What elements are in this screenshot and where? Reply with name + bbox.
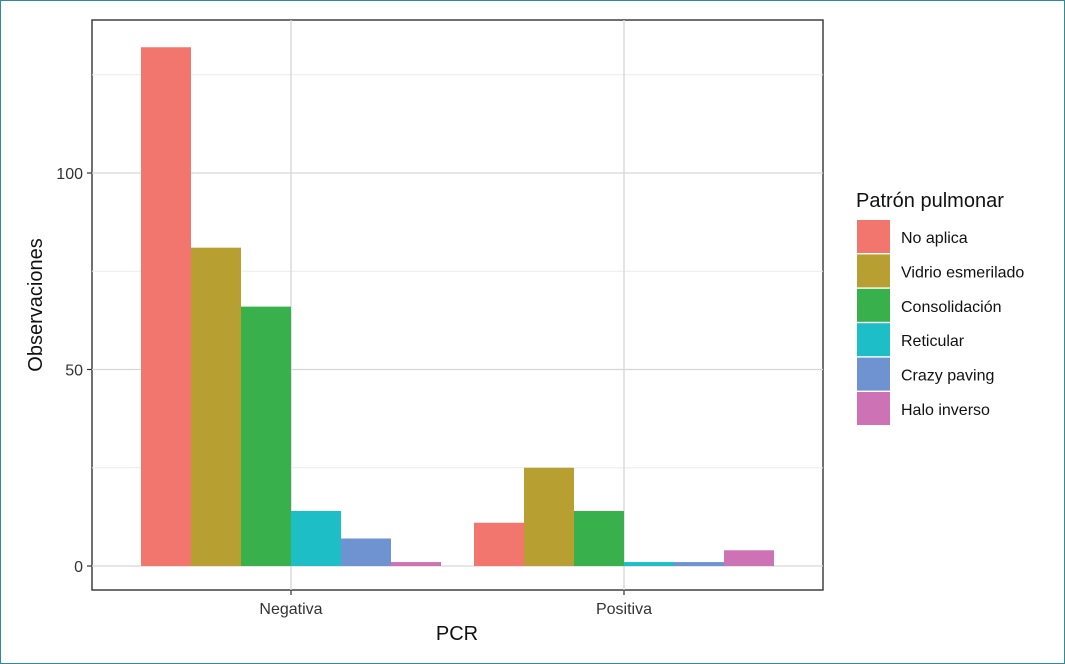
y-tick-label: 100 bbox=[56, 166, 83, 183]
y-axis-title: Observaciones bbox=[25, 238, 47, 371]
x-tick-label: Negativa bbox=[259, 601, 322, 618]
legend-swatch bbox=[857, 254, 890, 288]
bar-negativa-reticular bbox=[291, 510, 341, 566]
x-axis-ticks: Negativa Positiva bbox=[259, 590, 652, 618]
x-axis-title: PCR bbox=[436, 623, 478, 645]
legend: Patrón pulmonar No aplica Vidrio esmerila… bbox=[856, 190, 1024, 425]
legend-swatch bbox=[857, 392, 890, 425]
bar-negativa-vidrio-esmerilado bbox=[191, 247, 241, 567]
legend-swatch bbox=[857, 220, 890, 253]
bar-negativa-crazy-paving bbox=[341, 538, 391, 566]
bar-positiva-halo-inverso bbox=[724, 550, 774, 566]
bar-positiva-crazy-paving bbox=[674, 562, 724, 566]
bar-negativa-halo-inverso bbox=[391, 562, 441, 566]
bar-positiva-vidrio-esmerilado bbox=[524, 467, 574, 566]
legend-label: Halo inverso bbox=[901, 402, 990, 419]
y-tick-label: 0 bbox=[74, 559, 83, 576]
bars bbox=[141, 47, 774, 567]
legend-label: No aplica bbox=[901, 230, 968, 247]
y-tick-label: 50 bbox=[65, 363, 83, 380]
legend-label: Reticular bbox=[901, 333, 965, 350]
legend-swatch bbox=[857, 323, 890, 357]
legend-swatch bbox=[857, 288, 890, 322]
legend-items: No aplica Vidrio esmerilado Consolidación R… bbox=[857, 220, 1024, 425]
bar-positiva-consolidaci-n bbox=[574, 510, 624, 566]
x-tick-label: Positiva bbox=[596, 601, 652, 618]
legend-label: Crazy paving bbox=[901, 368, 994, 385]
bar-negativa-no-aplica bbox=[141, 47, 191, 567]
bar-negativa-consolidaci-n bbox=[241, 306, 291, 566]
legend-swatch bbox=[857, 357, 890, 391]
y-axis-ticks: 0 50 100 bbox=[56, 166, 92, 576]
bar-positiva-reticular bbox=[624, 562, 674, 566]
legend-label: Consolidación bbox=[901, 299, 1002, 316]
legend-label: Vidrio esmerilado bbox=[901, 264, 1024, 281]
legend-title: Patrón pulmonar bbox=[856, 190, 1004, 212]
bar-positiva-no-aplica bbox=[474, 522, 524, 566]
